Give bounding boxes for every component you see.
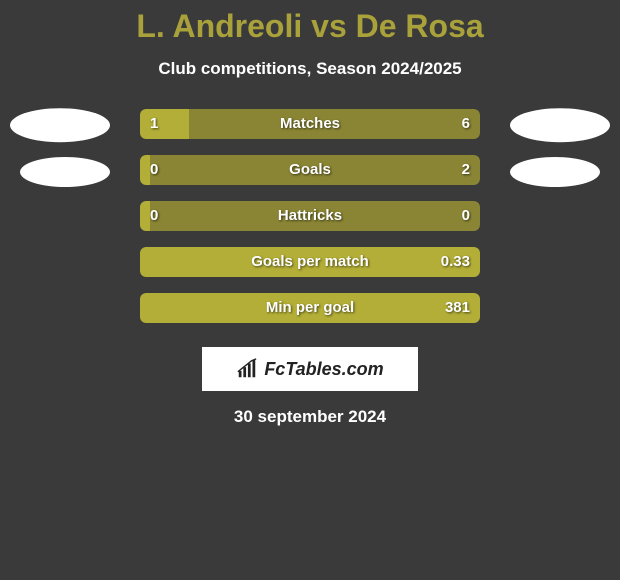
stat-row: 0Goals2 [0, 155, 620, 201]
subtitle: Club competitions, Season 2024/2025 [0, 59, 620, 79]
stat-label: Min per goal [140, 293, 480, 323]
stat-bar: 1Matches6 [140, 109, 480, 139]
stats-rows: 1Matches60Goals20Hattricks0Goals per mat… [0, 109, 620, 339]
logo-inner: FcTables.com [236, 358, 383, 380]
stat-row: Min per goal381 [0, 293, 620, 339]
team-badge-left [10, 108, 110, 142]
stat-bar: 0Goals2 [140, 155, 480, 185]
stat-value-right: 0 [462, 201, 470, 231]
stat-bar: Min per goal381 [140, 293, 480, 323]
stat-row: Goals per match0.33 [0, 247, 620, 293]
stat-value-right: 0.33 [441, 247, 470, 277]
stat-bar: Goals per match0.33 [140, 247, 480, 277]
footer-date: 30 september 2024 [0, 407, 620, 427]
stat-label: Hattricks [140, 201, 480, 231]
container: L. Andreoli vs De Rosa Club competitions… [0, 0, 620, 580]
stat-value-right: 381 [445, 293, 470, 323]
stat-row: 0Hattricks0 [0, 201, 620, 247]
stat-value-right: 6 [462, 109, 470, 139]
team-badge-left [20, 157, 110, 187]
stat-row: 1Matches6 [0, 109, 620, 155]
barchart-icon [236, 358, 258, 380]
stat-label: Goals per match [140, 247, 480, 277]
stat-label: Goals [140, 155, 480, 185]
title-player1: L. Andreoli [136, 8, 302, 44]
logo-text: FcTables.com [264, 359, 383, 380]
title-player2: De Rosa [356, 8, 484, 44]
stat-value-right: 2 [462, 155, 470, 185]
team-badge-right [510, 108, 610, 142]
title-vs: vs [311, 8, 347, 44]
page-title: L. Andreoli vs De Rosa [0, 8, 620, 45]
stat-bar: 0Hattricks0 [140, 201, 480, 231]
stat-label: Matches [140, 109, 480, 139]
logo-box[interactable]: FcTables.com [202, 347, 418, 391]
team-badge-right [510, 157, 600, 187]
